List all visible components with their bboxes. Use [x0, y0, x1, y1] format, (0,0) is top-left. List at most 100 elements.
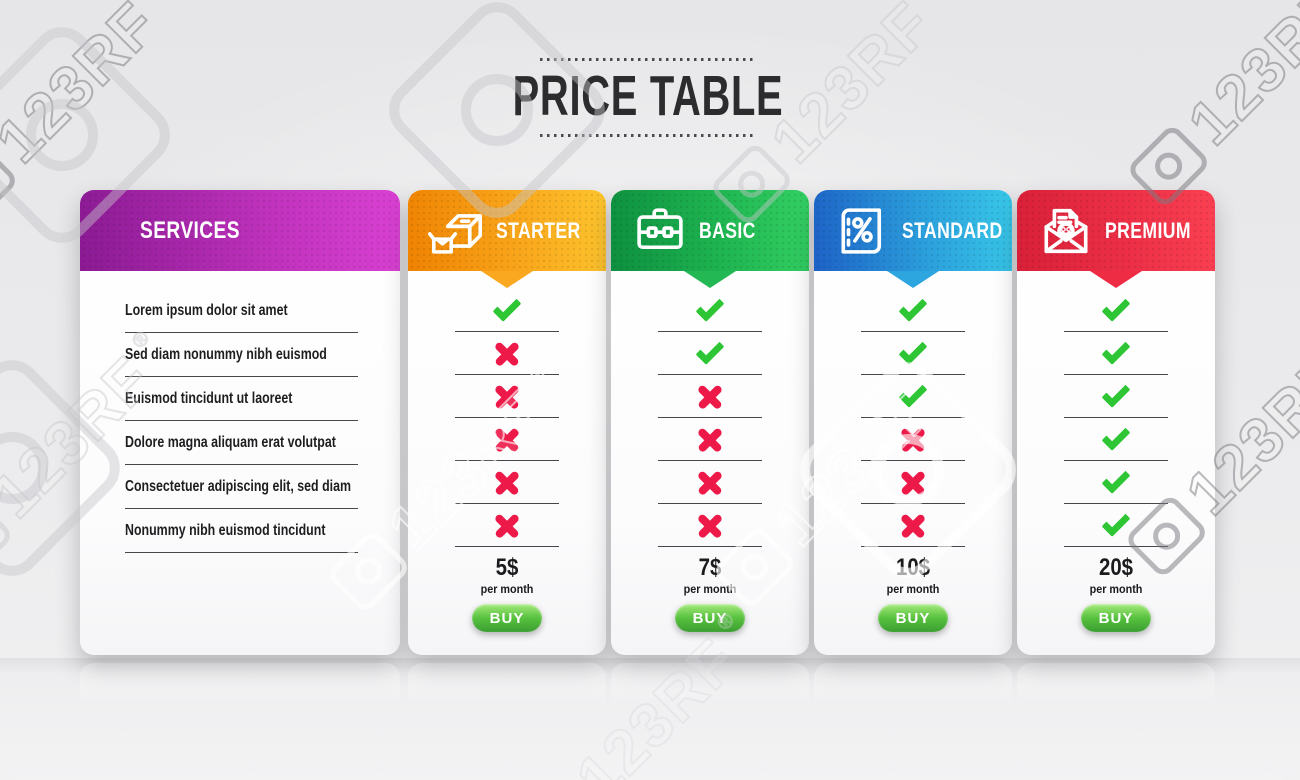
cross-icon — [693, 509, 727, 543]
service-row: Lorem ipsum dolor sit amet — [125, 289, 358, 333]
percent-document-icon — [834, 202, 892, 260]
cross-icon — [896, 509, 930, 543]
pricing-columns: SERVICES Lorem ipsum dolor sit amet Sed … — [80, 190, 1215, 655]
watermark: 123RF® — [1120, 0, 1300, 214]
reflection — [80, 663, 400, 715]
cross-icon — [490, 380, 524, 414]
premium-header: PREMIUM — [1017, 190, 1215, 288]
plan-name: BASIC — [699, 217, 756, 243]
feature-cell — [1017, 504, 1215, 547]
feature-cell — [611, 332, 809, 375]
plan-card-standard: STANDARD 10$ per month BUY — [814, 190, 1012, 655]
feature-cell — [814, 375, 1012, 418]
feature-cell — [611, 418, 809, 461]
feature-cell — [814, 418, 1012, 461]
price-label: 5$ — [495, 554, 519, 581]
price-label: 20$ — [1098, 554, 1134, 581]
plan-name: PREMIUM — [1105, 217, 1191, 243]
header-pointer — [887, 271, 939, 288]
period-label: per month — [683, 582, 737, 596]
service-row: Dolore magna aliquam erat volutpat — [125, 421, 358, 465]
plan-name: STANDARD — [902, 217, 1003, 243]
feature-cell — [408, 461, 606, 504]
buy-button[interactable]: BUY — [1081, 604, 1151, 632]
cross-icon — [490, 337, 524, 371]
reflection — [1017, 663, 1215, 715]
feature-cell — [814, 289, 1012, 332]
feature-cell — [1017, 375, 1215, 418]
check-icon — [1099, 423, 1133, 457]
buy-button[interactable]: BUY — [675, 604, 745, 632]
header-pointer — [1090, 271, 1142, 288]
feature-cell — [408, 375, 606, 418]
check-icon — [896, 380, 930, 414]
feature-cell — [611, 289, 809, 332]
service-label: Consectetuer adipiscing elit, sed diam — [125, 477, 352, 495]
cross-icon — [693, 466, 727, 500]
price-label: 10$ — [895, 554, 931, 581]
camera-logo-icon — [0, 140, 20, 227]
period-label: per month — [886, 582, 940, 596]
service-label: Euismod tincidunt ut laoreet — [125, 389, 293, 407]
check-icon — [1099, 509, 1133, 543]
feature-cell — [408, 418, 606, 461]
plan-name: STARTER — [496, 217, 581, 243]
feature-cells — [814, 289, 1012, 547]
cross-icon — [896, 423, 930, 457]
cross-icon — [693, 380, 727, 414]
feature-cell — [408, 289, 606, 332]
title-block: PRICE TABLE — [398, 58, 898, 137]
feature-cell — [1017, 461, 1215, 504]
feature-cells — [611, 289, 809, 547]
price-label: 7$ — [698, 554, 722, 581]
cross-icon — [896, 466, 930, 500]
service-label: Lorem ipsum dolor sit amet — [125, 301, 288, 319]
feature-cell — [408, 504, 606, 547]
period-label: per month — [480, 582, 534, 596]
feature-cell — [611, 375, 809, 418]
cross-icon — [490, 466, 524, 500]
header-pointer — [481, 271, 533, 288]
feature-cells — [1017, 289, 1215, 547]
feature-cell — [408, 332, 606, 375]
service-row: Consectetuer adipiscing elit, sed diam — [125, 465, 358, 509]
title-top-dotted-line — [540, 58, 756, 61]
service-row: Nonummy nibh euismod tincidunt — [125, 509, 358, 553]
check-icon — [1099, 466, 1133, 500]
feature-cell — [814, 332, 1012, 375]
cross-icon — [490, 509, 524, 543]
services-rows: Lorem ipsum dolor sit amet Sed diam nonu… — [80, 289, 400, 553]
feature-cell — [611, 504, 809, 547]
starter-header: STARTER — [408, 190, 606, 288]
camera-logo-icon — [0, 495, 15, 582]
check-icon — [693, 294, 727, 328]
reflection — [408, 663, 606, 715]
period-label: per month — [1089, 582, 1143, 596]
header-pointer — [684, 271, 736, 288]
buy-button[interactable]: BUY — [878, 604, 948, 632]
feature-cell — [1017, 289, 1215, 332]
services-header-label: SERVICES — [140, 216, 240, 244]
check-icon — [693, 337, 727, 371]
check-icon — [896, 294, 930, 328]
service-label: Sed diam nonummy nibh euismod — [125, 345, 327, 363]
cross-icon — [693, 423, 727, 457]
service-row: Euismod tincidunt ut laoreet — [125, 377, 358, 421]
services-card: SERVICES Lorem ipsum dolor sit amet Sed … — [80, 190, 400, 655]
page-title: PRICE TABLE — [512, 64, 784, 128]
plan-card-basic: BASIC 7$ per month BUY — [611, 190, 809, 655]
service-label: Nonummy nibh euismod tincidunt — [125, 521, 326, 539]
feature-cells — [408, 289, 606, 547]
buy-button[interactable]: BUY — [472, 604, 542, 632]
title-bottom-dotted-line — [540, 134, 756, 137]
service-row: Sed diam nonummy nibh euismod — [125, 333, 358, 377]
portfolio-icon — [631, 202, 689, 260]
halftone-overlay — [80, 190, 400, 271]
feature-cell — [814, 504, 1012, 547]
check-icon — [1099, 380, 1133, 414]
services-header: SERVICES — [80, 190, 400, 271]
check-icon — [1099, 294, 1133, 328]
plan-card-starter: STARTER 5$ per month BUY — [408, 190, 606, 655]
check-icon — [896, 337, 930, 371]
